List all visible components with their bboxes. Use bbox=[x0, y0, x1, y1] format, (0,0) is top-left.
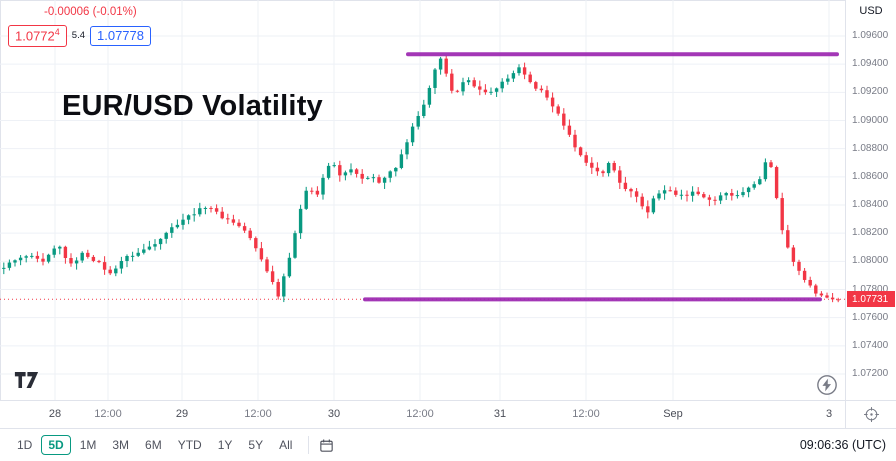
time-axis-label: 12:00 bbox=[94, 408, 122, 420]
lightning-icon-glyph bbox=[817, 375, 837, 395]
price-axis-label: 1.07200 bbox=[852, 368, 889, 379]
currency-label[interactable]: USD bbox=[859, 5, 883, 17]
range-button-6m[interactable]: 6M bbox=[138, 435, 169, 455]
bid-fraction: 4 bbox=[54, 27, 60, 37]
crosshair-target-icon bbox=[863, 407, 879, 422]
calendar-icon[interactable] bbox=[318, 437, 335, 454]
time-axis-label: 3 bbox=[825, 408, 833, 420]
range-button-1d[interactable]: 1D bbox=[10, 435, 39, 455]
candlestick-chart[interactable]: -0.00006 (-0.01%) 1.07724 5.4 1.07778 EU… bbox=[0, 0, 845, 400]
price-axis[interactable]: USD 1.09600 1.09400 1.09200 1.09000 1.08800 1… bbox=[845, 0, 896, 400]
price-change: -0.00006 (-0.01%) bbox=[44, 6, 137, 18]
clock[interactable]: 09:06:36 (UTC) bbox=[799, 438, 886, 452]
bid-price[interactable]: 1.07724 bbox=[8, 25, 67, 47]
price-axis-label: 1.08600 bbox=[852, 170, 889, 182]
range-button-1m[interactable]: 1M bbox=[73, 435, 104, 455]
time-axis-label: 28 bbox=[48, 408, 62, 420]
range-button-5d[interactable]: 5D bbox=[41, 435, 71, 455]
chart-title: EUR/USD Volatility bbox=[62, 90, 323, 122]
price-axis-label: 1.08800 bbox=[852, 142, 889, 154]
time-axis-label: Sep bbox=[663, 408, 683, 420]
toolbar-divider bbox=[308, 436, 310, 454]
price-axis-label: 1.09600 bbox=[852, 30, 889, 41]
spread-value: 5.4 bbox=[71, 30, 85, 42]
date-range-buttons: 1D 5D 1M 3M 6M YTD 1Y 5Y All bbox=[10, 435, 299, 455]
price-axis-label: 1.08000 bbox=[852, 255, 889, 267]
bid-main: 1.0772 bbox=[15, 28, 55, 44]
chart-canvas[interactable] bbox=[0, 0, 845, 400]
calendar-icon-glyph bbox=[320, 438, 334, 452]
time-axis-label: 29 bbox=[175, 408, 189, 420]
symbol-legend: -0.00006 (-0.01%) 1.07724 5.4 1.07778 bbox=[8, 6, 151, 47]
axis-corner[interactable] bbox=[845, 400, 896, 428]
range-button-3m[interactable]: 3M bbox=[105, 435, 136, 455]
time-axis-label: 31 bbox=[493, 408, 507, 420]
bid-ask-row: 1.07724 5.4 1.07778 bbox=[8, 25, 151, 47]
range-button-ytd[interactable]: YTD bbox=[171, 435, 209, 455]
bottom-toolbar: 1D 5D 1M 3M 6M YTD 1Y 5Y All 09:06:36 (UTC) bbox=[0, 428, 896, 461]
range-button-1y[interactable]: 1Y bbox=[211, 435, 240, 455]
range-button-5y[interactable]: 5Y bbox=[241, 435, 270, 455]
price-axis-label: 1.09000 bbox=[852, 114, 889, 126]
price-axis-label: 1.07400 bbox=[852, 339, 889, 351]
price-axis-label: 1.08400 bbox=[852, 199, 889, 210]
price-axis-label: 1.07600 bbox=[852, 311, 889, 323]
tradingview-logo-icon bbox=[14, 371, 39, 389]
time-axis-label: 12:00 bbox=[572, 408, 600, 420]
time-axis[interactable]: 28 12:00 29 12:00 30 12:00 31 12:00 Sep 3 bbox=[0, 400, 845, 428]
range-button-all[interactable]: All bbox=[272, 435, 299, 455]
time-axis-label: 12:00 bbox=[244, 408, 272, 420]
time-axis-label: 30 bbox=[327, 408, 341, 420]
price-axis-label: 1.07800 bbox=[852, 283, 889, 295]
price-axis-label: 1.09200 bbox=[852, 86, 889, 98]
time-axis-label: 12:00 bbox=[406, 408, 434, 420]
price-axis-label: 1.09400 bbox=[852, 58, 889, 70]
ask-price[interactable]: 1.07778 bbox=[90, 25, 151, 46]
price-axis-label: 1.08200 bbox=[852, 227, 889, 239]
last-price-tag: 1.07731 bbox=[847, 291, 895, 308]
